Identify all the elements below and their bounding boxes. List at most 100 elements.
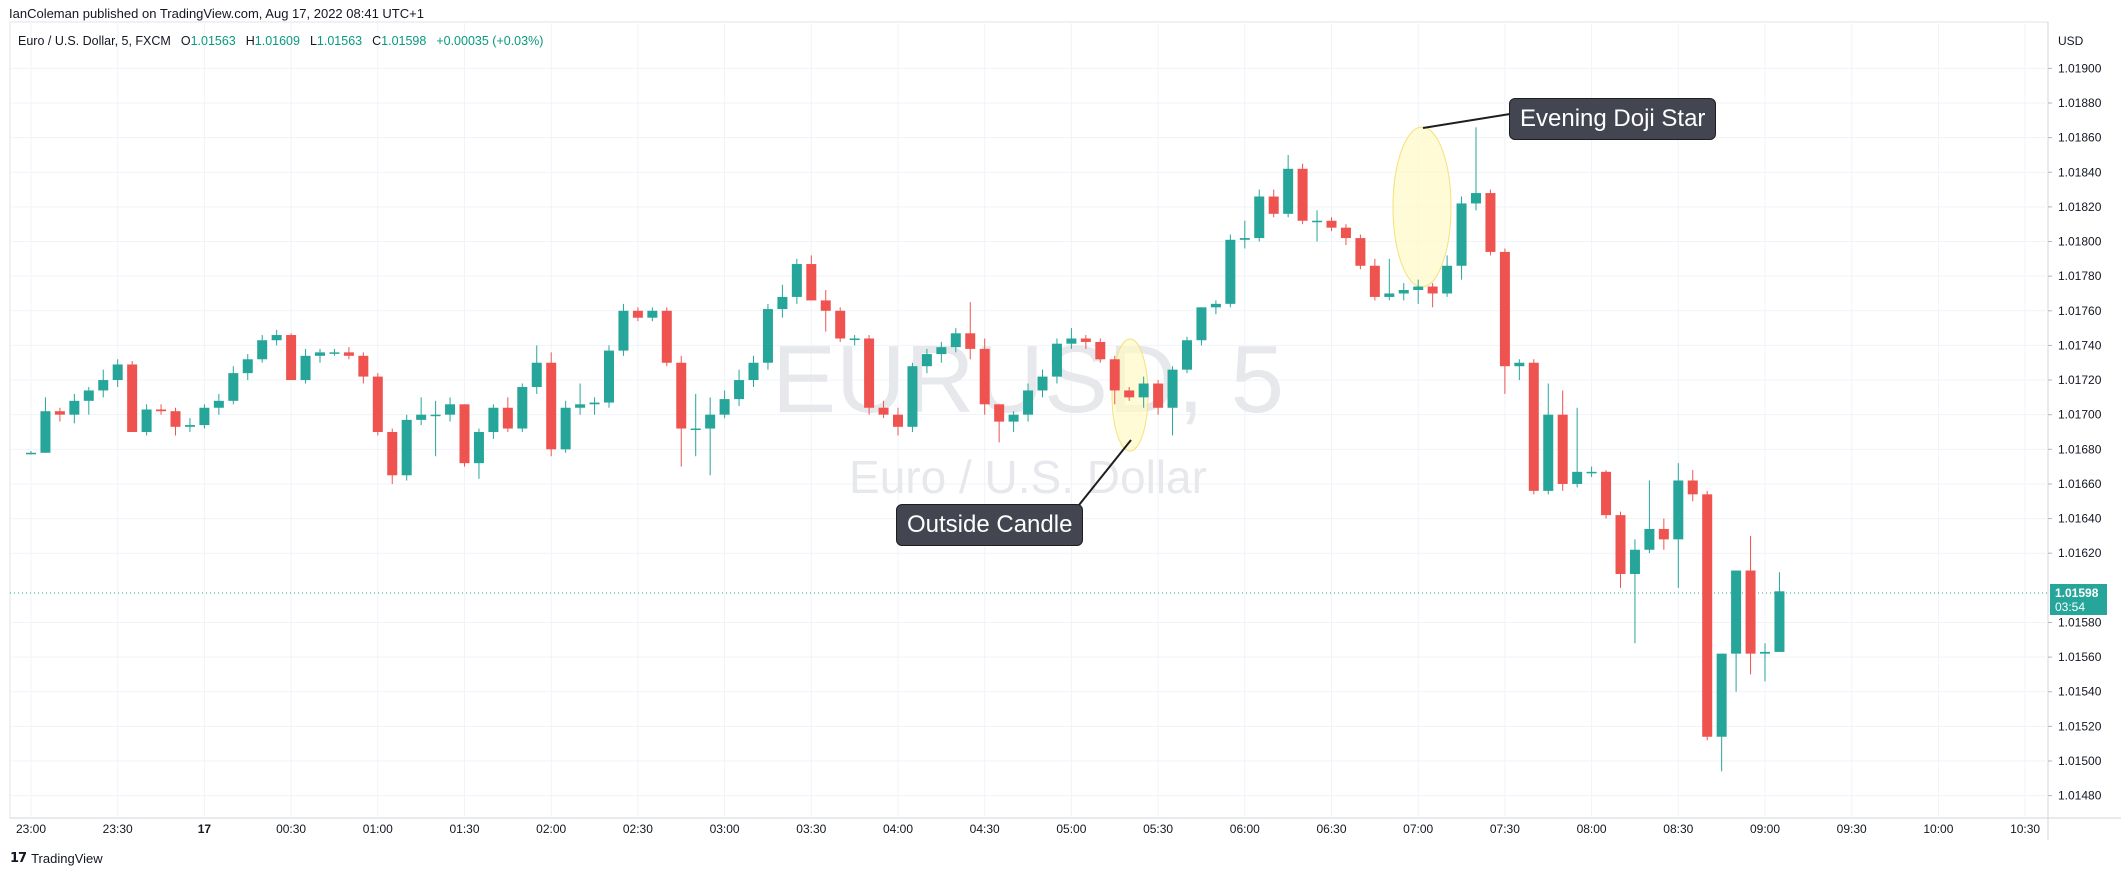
candle[interactable] (401, 414, 412, 481)
candle[interactable] (1456, 196, 1467, 280)
candle[interactable] (1658, 518, 1669, 550)
candle[interactable] (1196, 307, 1207, 346)
candle[interactable] (1601, 470, 1612, 519)
candle[interactable] (1037, 369, 1048, 398)
candle[interactable] (1543, 383, 1554, 495)
candle[interactable] (1644, 480, 1655, 554)
candle[interactable] (257, 335, 268, 363)
candle[interactable] (893, 407, 903, 436)
candle[interactable] (1283, 154, 1294, 218)
candle[interactable] (1413, 279, 1424, 304)
candle[interactable] (1615, 511, 1626, 588)
candle[interactable] (849, 335, 860, 346)
candle[interactable] (199, 404, 210, 429)
candle[interactable] (661, 307, 672, 367)
candle[interactable] (1442, 255, 1453, 297)
candle[interactable] (1254, 189, 1265, 242)
candle[interactable] (820, 290, 831, 332)
candle[interactable] (315, 348, 325, 363)
candle[interactable] (358, 352, 369, 384)
candle[interactable] (1066, 328, 1077, 349)
candle[interactable] (416, 397, 427, 426)
candle[interactable] (1369, 258, 1380, 301)
candle[interactable] (531, 345, 542, 394)
candle[interactable] (343, 347, 354, 360)
candle[interactable] (1167, 366, 1178, 436)
candle[interactable] (1687, 470, 1698, 502)
candle[interactable] (878, 400, 889, 419)
candle[interactable] (1774, 572, 1785, 652)
candle[interactable] (242, 354, 253, 381)
candle[interactable] (1398, 283, 1409, 301)
candle[interactable] (26, 451, 36, 455)
candle[interactable] (445, 397, 456, 422)
candle[interactable] (517, 383, 528, 432)
candle[interactable] (40, 397, 51, 453)
candle[interactable] (604, 345, 614, 408)
candle[interactable] (156, 404, 167, 415)
candle[interactable] (979, 338, 990, 415)
candle[interactable] (1745, 535, 1756, 675)
candle[interactable] (1138, 376, 1149, 408)
candle[interactable] (921, 348, 932, 374)
candle[interactable] (286, 333, 297, 381)
candle[interactable] (1312, 210, 1323, 242)
candle[interactable] (1326, 217, 1337, 232)
candle[interactable] (965, 302, 976, 360)
candle[interactable] (1673, 463, 1684, 588)
candle[interactable] (1124, 386, 1135, 401)
candle[interactable] (1225, 234, 1236, 308)
candle[interactable] (1182, 336, 1192, 374)
candle[interactable] (1268, 189, 1279, 218)
candle[interactable] (1572, 407, 1583, 488)
candle[interactable] (1485, 189, 1496, 256)
candle[interactable] (994, 404, 1005, 443)
candle[interactable] (762, 303, 773, 370)
candle[interactable] (1499, 248, 1510, 394)
candle[interactable] (1586, 466, 1597, 478)
candle[interactable] (676, 355, 687, 467)
candle[interactable] (1702, 490, 1713, 741)
candle[interactable] (1109, 355, 1120, 405)
candle[interactable] (647, 307, 658, 322)
candle[interactable] (372, 373, 383, 436)
candle[interactable] (69, 393, 80, 424)
candle[interactable] (1731, 570, 1742, 692)
candle[interactable] (141, 404, 152, 436)
candle[interactable] (1239, 220, 1250, 249)
candle[interactable] (777, 284, 788, 318)
candle[interactable] (560, 400, 571, 453)
candle[interactable] (54, 407, 65, 422)
candle[interactable] (1095, 338, 1106, 363)
candle[interactable] (1629, 539, 1640, 644)
candle[interactable] (502, 397, 513, 432)
candle[interactable] (705, 397, 716, 476)
candle[interactable] (1471, 127, 1481, 211)
candle[interactable] (473, 428, 484, 479)
candle[interactable] (1023, 383, 1034, 422)
candle[interactable] (271, 329, 282, 346)
candle[interactable] (546, 352, 557, 457)
candle[interactable] (1297, 163, 1308, 225)
candle[interactable] (1716, 653, 1727, 772)
candle[interactable] (387, 428, 398, 484)
candle[interactable] (228, 366, 239, 405)
candle[interactable] (213, 393, 224, 415)
candle[interactable] (430, 400, 441, 457)
candle[interactable] (1760, 643, 1770, 682)
candle[interactable] (690, 393, 701, 457)
candle[interactable] (98, 369, 109, 398)
candle[interactable] (459, 404, 470, 467)
candle[interactable] (907, 362, 918, 432)
candle[interactable] (791, 258, 802, 304)
candle[interactable] (170, 407, 181, 436)
candle[interactable] (1080, 335, 1091, 349)
candle[interactable] (1427, 283, 1438, 308)
candle[interactable] (83, 386, 94, 415)
candle[interactable] (950, 328, 961, 353)
tradingview-logo[interactable]: 𝟭𝟳 TradingView (10, 850, 103, 866)
candle[interactable] (1210, 300, 1221, 315)
candle[interactable] (936, 341, 947, 363)
candle[interactable] (589, 397, 600, 415)
